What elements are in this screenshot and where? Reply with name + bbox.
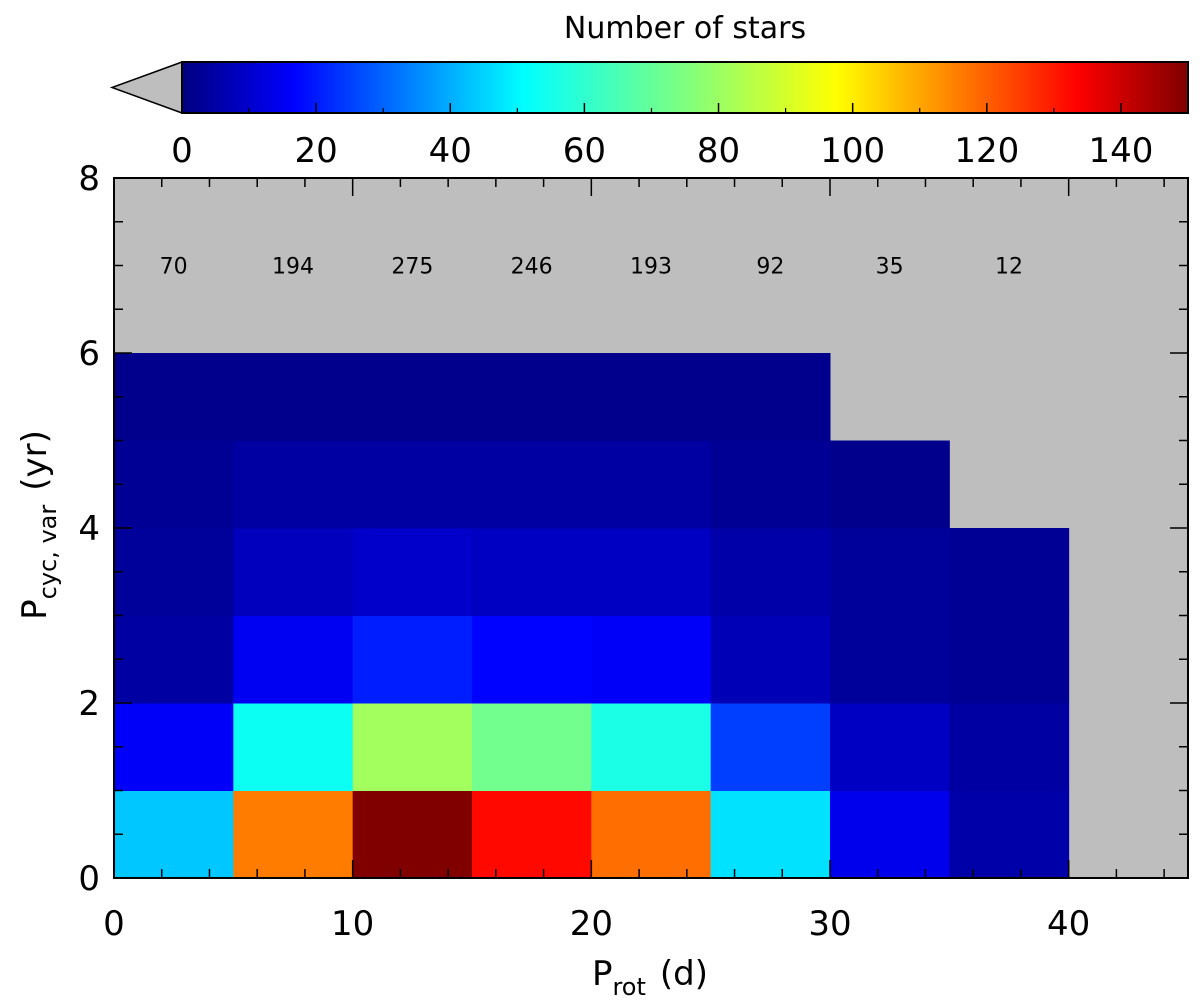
- colorbar-tick-label: 0: [171, 131, 193, 171]
- heatmap-cell: [830, 528, 950, 616]
- heatmap-cell: [591, 353, 712, 441]
- heatmap-cells: [114, 353, 1070, 879]
- heatmap-cell: [352, 528, 473, 616]
- y-tick-label: 0: [78, 859, 100, 899]
- heatmap-cell: [352, 790, 473, 879]
- x-axis-title-unit: (d): [660, 954, 708, 994]
- heatmap-cell: [472, 615, 592, 704]
- x-axis-title: Prot (d): [592, 954, 708, 1001]
- colorbar-tick-label: 40: [429, 131, 472, 171]
- heatmap-cell: [710, 528, 831, 616]
- x-tick-label: 20: [570, 904, 613, 944]
- x-tick-label: 10: [331, 904, 374, 944]
- y-tick-label: 6: [78, 334, 100, 374]
- heatmap-cell: [591, 615, 712, 704]
- heatmap-cell: [114, 790, 234, 879]
- colorbar-tick-label: 140: [1088, 131, 1153, 171]
- heatmap-cell: [591, 703, 712, 791]
- colorbar-underflow-triangle: [109, 60, 183, 115]
- y-tick-labels: 0 2 4 6 8: [78, 159, 100, 899]
- x-tick-label: 40: [1047, 904, 1090, 944]
- heatmap-cell: [352, 353, 473, 441]
- heatmap-cell: [472, 703, 592, 791]
- y-tick-label: 8: [78, 159, 100, 199]
- colorbar-title: Number of stars: [564, 11, 806, 46]
- heatmap-cell: [949, 615, 1070, 704]
- heatmap-cell: [233, 440, 354, 529]
- heatmap-cell: [830, 790, 950, 879]
- colorbar: Number of stars 0 20 40 60 80 100 120 140: [109, 11, 1189, 171]
- heatmap-cell: [949, 528, 1070, 616]
- heatmap-cell: [233, 528, 354, 616]
- y-axis-title-main: P: [15, 599, 55, 620]
- column-total-label: 35: [876, 255, 904, 280]
- y-tick-label: 4: [78, 509, 100, 549]
- heatmap-cell: [233, 703, 354, 791]
- heatmap-cell: [114, 528, 234, 616]
- heatmap-cell: [830, 440, 950, 529]
- column-total-label: 12: [995, 255, 1023, 280]
- heatmap-cell: [830, 703, 950, 791]
- heatmap-cell: [472, 790, 592, 879]
- heatmap-cell: [114, 615, 234, 704]
- heatmap-cell: [472, 440, 592, 529]
- heatmap-cell: [233, 615, 354, 704]
- column-total-label: 246: [511, 255, 553, 280]
- heatmap-cell: [233, 353, 354, 441]
- heatmap-cell: [472, 528, 592, 616]
- column-total-label: 275: [391, 255, 433, 280]
- colorbar-tick-label: 60: [563, 131, 606, 171]
- colorbar-gradient: [181, 61, 1189, 114]
- x-tick-label: 0: [103, 904, 125, 944]
- heatmap-cell: [352, 440, 473, 529]
- heatmap-cell: [591, 440, 712, 529]
- heatmap-cell: [949, 790, 1070, 879]
- column-total-label: 70: [160, 255, 188, 280]
- heatmap-cell: [710, 703, 831, 791]
- colorbar-tick-label: 100: [820, 131, 885, 171]
- heatmap-cell: [114, 353, 234, 441]
- heatmap-cell: [233, 790, 354, 879]
- colorbar-tick-label: 80: [697, 131, 740, 171]
- heatmap-cell: [591, 790, 712, 879]
- axis-ticks: [113, 177, 1188, 879]
- heatmap-cell: [830, 615, 950, 704]
- colorbar-tick-label: 120: [954, 131, 1019, 171]
- x-axis-title-main: P: [592, 954, 613, 994]
- heatmap-cell: [710, 353, 831, 441]
- heatmap-cell: [710, 790, 831, 879]
- colorbar-tick-label: 20: [295, 131, 338, 171]
- heatmap-cell: [949, 703, 1070, 791]
- x-tick-labels: 0 10 20 30 40: [103, 904, 1090, 944]
- column-total-label: 193: [630, 255, 672, 280]
- heatmap-cell: [114, 703, 234, 791]
- heatmap-cell: [591, 528, 712, 616]
- heatmap-cell: [352, 615, 473, 704]
- y-axis-title-subscript: cyc, var: [34, 505, 62, 600]
- heatmap-cell: [710, 440, 831, 529]
- x-tick-label: 30: [808, 904, 851, 944]
- heatmap-cell: [710, 615, 831, 704]
- column-totals: 70 194 275 246 193 92 35 12: [160, 255, 1023, 280]
- heatmap-cell: [472, 353, 592, 441]
- heatmap-cell: [114, 440, 234, 529]
- heatmap-cell: [352, 703, 473, 791]
- column-total-label: 194: [272, 255, 314, 280]
- y-axis-title-unit: (yr): [15, 430, 55, 491]
- x-axis-title-subscript: rot: [612, 973, 645, 1001]
- colorbar-ticks: 0 20 40 60 80 100 120 140: [171, 103, 1189, 171]
- y-axis-title: Pcyc, var (yr): [15, 430, 62, 620]
- column-total-label: 92: [756, 255, 784, 280]
- y-tick-label: 2: [78, 684, 100, 724]
